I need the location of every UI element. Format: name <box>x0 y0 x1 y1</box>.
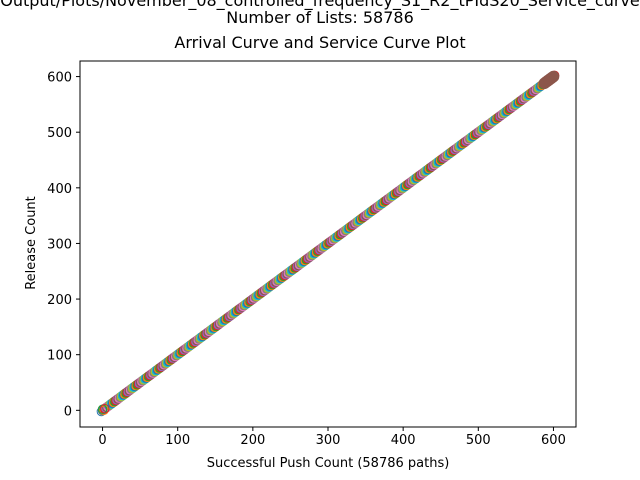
figure-title-path: Output/Plots/November_08_controlled_freq… <box>0 0 640 10</box>
x-tick-label: 300 <box>316 433 341 448</box>
y-axis-label: Release Count <box>24 196 39 290</box>
y-tick-label: 0 <box>64 404 72 419</box>
y-axis-ticks: 0 100 200 300 400 500 600 <box>47 71 80 419</box>
x-tick-label: 500 <box>466 433 491 448</box>
x-axis-label: Successful Push Count (58786 paths) <box>207 456 450 471</box>
x-tick-label: 0 <box>98 433 106 448</box>
x-axis-ticks: 0 100 200 300 400 500 600 <box>98 427 566 448</box>
data-point <box>100 403 110 414</box>
x-tick-label: 200 <box>240 433 265 448</box>
figure-title-count: Number of Lists: 58786 <box>226 8 414 27</box>
x-tick-label: 100 <box>165 433 190 448</box>
x-tick-label: 600 <box>541 433 566 448</box>
y-tick-label: 300 <box>47 237 72 252</box>
data-point <box>547 70 560 83</box>
y-tick-label: 400 <box>47 182 72 197</box>
x-tick-label: 400 <box>391 433 416 448</box>
data-point <box>99 405 109 416</box>
y-tick-label: 100 <box>47 349 72 364</box>
chart-title: Arrival Curve and Service Curve Plot <box>174 33 466 52</box>
y-tick-label: 600 <box>47 71 72 86</box>
data-points <box>96 70 560 417</box>
y-tick-label: 200 <box>47 293 72 308</box>
y-tick-label: 500 <box>47 126 72 141</box>
